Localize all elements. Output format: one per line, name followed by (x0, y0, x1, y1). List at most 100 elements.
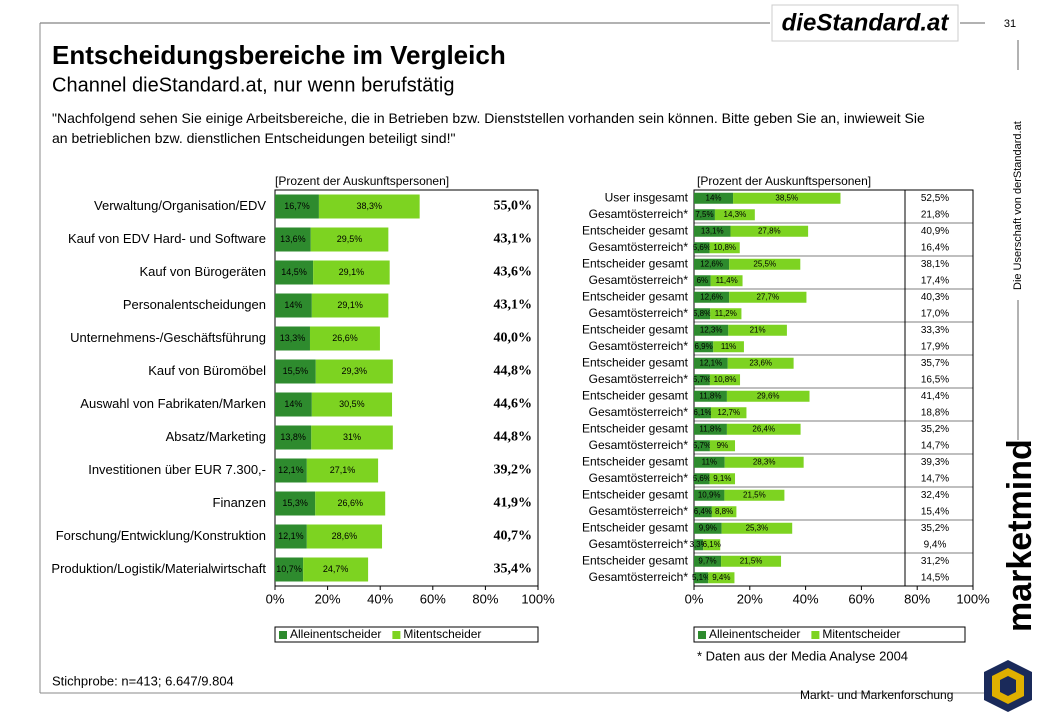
value-label: 12,1% (278, 531, 304, 541)
value-label: 12,6% (700, 259, 723, 268)
total-label: 15,4% (921, 506, 949, 517)
category-label: Entscheider gesamt (582, 388, 689, 402)
category-label: Gesamtösterreich* (589, 240, 689, 254)
value-label: 14,3% (724, 210, 747, 219)
total-label: 14,7% (921, 440, 949, 451)
subtitle: Channel dieStandard.at, nur wenn berufst… (52, 74, 455, 96)
value-label: 29,1% (337, 300, 363, 310)
total-label: 38,1% (921, 259, 949, 270)
value-label: 12,3% (700, 325, 723, 334)
bar-segment (275, 392, 312, 417)
total-label: 40,0% (494, 331, 533, 346)
category-label: Entscheider gesamt (582, 454, 689, 468)
value-label: 12,7% (717, 408, 740, 417)
bar-segment (729, 258, 801, 270)
value-label: 30,5% (339, 399, 365, 409)
value-label: 6,1% (703, 540, 721, 549)
total-label: 17,9% (921, 341, 949, 352)
category-label: Gesamtösterreich* (589, 438, 689, 452)
value-label: 9,7% (698, 556, 716, 565)
value-label: 11,8% (699, 391, 721, 400)
bar-segment (315, 491, 386, 516)
value-label: 3,3% (689, 540, 707, 549)
value-label: 13,8% (280, 432, 306, 442)
category-label: Gesamtösterreich* (589, 372, 689, 386)
value-label: 27,1% (330, 465, 356, 475)
value-label: 10,7% (276, 564, 302, 574)
category-label: Finanzen (213, 495, 266, 510)
bar-segment (313, 260, 390, 285)
category-label: Entscheider gesamt (582, 355, 689, 369)
value-label: 21% (750, 325, 766, 334)
category-label: Kauf von Bürogeräten (140, 264, 266, 279)
category-label: Gesamtösterreich* (589, 405, 689, 419)
bar-segment (694, 225, 731, 237)
value-label: 6,9% (695, 342, 713, 351)
value-label: 29,6% (757, 391, 780, 400)
unit-label: [Prozent der Auskunftspersonen] (275, 174, 449, 188)
bar-segment (694, 192, 734, 204)
x-tick-label: 20% (737, 591, 763, 606)
total-label: 31,2% (921, 556, 949, 567)
category-label: Gesamtösterreich* (589, 537, 689, 551)
total-label: 39,2% (494, 463, 533, 478)
bar-segment (730, 225, 809, 237)
category-label: Entscheider gesamt (582, 421, 689, 435)
bar-segment (306, 524, 383, 549)
value-label: 28,6% (332, 531, 358, 541)
value-label: 6% (697, 276, 709, 285)
value-label: 31% (343, 432, 361, 442)
category-label: Auswahl von Fabrikaten/Marken (80, 396, 266, 411)
bar-segment (694, 407, 712, 419)
value-label: 9,1% (713, 474, 731, 483)
category-label: User insgesamt (605, 190, 689, 204)
category-label: Gesamtösterreich* (589, 207, 689, 221)
legend-swatch (811, 631, 820, 639)
value-label: 11,2% (715, 309, 737, 318)
bar-segment (318, 194, 420, 219)
bar-segment (724, 489, 785, 501)
value-label: 29,3% (342, 366, 368, 376)
value-label: 6,1% (693, 408, 711, 417)
value-label: 21,5% (740, 556, 763, 565)
value-label: 11,8% (699, 424, 721, 433)
total-label: 52,5% (921, 193, 949, 204)
total-label: 35,2% (921, 424, 949, 435)
total-label: 16,5% (921, 374, 949, 385)
page-number: 31 (1004, 18, 1016, 30)
total-label: 17,4% (921, 275, 949, 286)
bar-segment (709, 473, 736, 485)
value-label: 26,6% (332, 333, 358, 343)
category-label: Gesamtösterreich* (589, 339, 689, 353)
category-label: Entscheider gesamt (582, 487, 689, 501)
bar-segment (275, 491, 316, 516)
total-label: 21,8% (921, 209, 949, 220)
bar-segment (275, 227, 311, 252)
value-label: 27,7% (756, 292, 779, 301)
total-label: 44,6% (494, 397, 533, 412)
value-label: 9,4% (712, 573, 730, 582)
category-label: Produktion/Logistik/Materialwirtschaft (51, 561, 266, 576)
x-tick-label: 40% (793, 591, 819, 606)
bar-segment (311, 293, 389, 318)
bar-segment (315, 359, 393, 384)
value-label: 13,6% (280, 234, 306, 244)
bar-segment (710, 308, 742, 320)
x-tick-label: 40% (367, 591, 393, 606)
value-label: 5,1% (692, 573, 710, 582)
bar-segment (694, 390, 727, 402)
value-label: 12,1% (278, 465, 304, 475)
value-label: 7,5% (695, 210, 713, 219)
category-label: Kauf von EDV Hard- und Software (68, 231, 266, 246)
category-label: Gesamtösterreich* (589, 570, 689, 584)
bar-segment (275, 293, 312, 318)
category-label: Kauf von Büromöbel (148, 363, 266, 378)
bar-segment (311, 425, 393, 450)
bar-segment (694, 242, 710, 254)
legend-frame (693, 626, 966, 643)
brand: marketmind (1001, 439, 1039, 632)
bar-segment (694, 275, 711, 287)
total-label: 18,8% (921, 407, 949, 418)
title: Entscheidungsbereiche im Vergleich (52, 40, 506, 70)
